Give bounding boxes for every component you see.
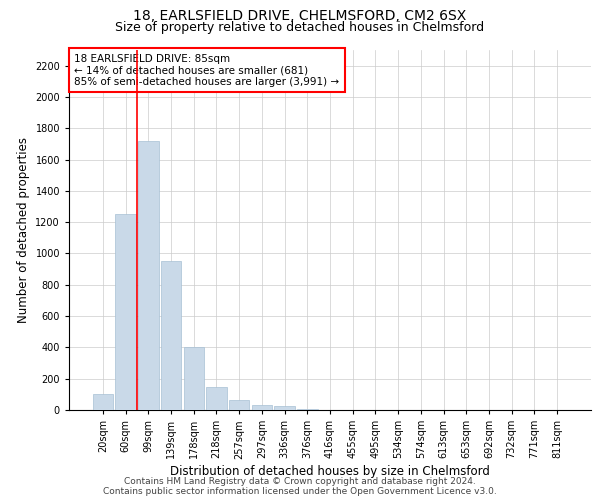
Bar (115, 214, 136, 410)
Bar (206, 386, 227, 410)
Bar (161, 262, 181, 410)
Text: Size of property relative to detached houses in Chelmsford: Size of property relative to detached ho… (115, 21, 485, 34)
Bar (184, 348, 204, 410)
Bar (229, 400, 250, 410)
Bar (251, 404, 272, 410)
Bar (274, 406, 295, 410)
X-axis label: Distribution of detached houses by size in Chelmsford: Distribution of detached houses by size … (170, 466, 490, 478)
Bar (297, 409, 317, 410)
Bar (93, 394, 113, 410)
Text: 18 EARLSFIELD DRIVE: 85sqm
← 14% of detached houses are smaller (681)
85% of sem: 18 EARLSFIELD DRIVE: 85sqm ← 14% of deta… (74, 54, 340, 87)
Text: Contains HM Land Registry data © Crown copyright and database right 2024.
Contai: Contains HM Land Registry data © Crown c… (103, 476, 497, 496)
Text: 18, EARLSFIELD DRIVE, CHELMSFORD, CM2 6SX: 18, EARLSFIELD DRIVE, CHELMSFORD, CM2 6S… (133, 9, 467, 23)
Y-axis label: Number of detached properties: Number of detached properties (17, 137, 29, 323)
Bar (138, 141, 158, 410)
